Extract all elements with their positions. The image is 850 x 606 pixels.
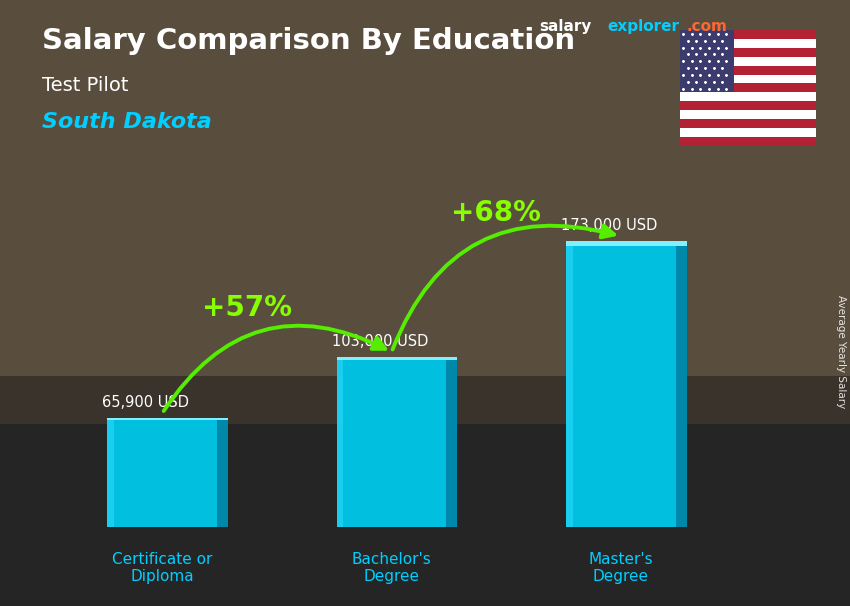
Polygon shape (337, 357, 446, 527)
Bar (680, 84, 816, 92)
Text: +68%: +68% (451, 199, 541, 227)
Bar (680, 128, 816, 136)
Bar (680, 65, 816, 75)
Polygon shape (217, 418, 228, 527)
Bar (680, 75, 816, 84)
Bar (680, 92, 816, 101)
Polygon shape (446, 357, 457, 527)
Bar (680, 57, 816, 65)
Polygon shape (337, 357, 343, 527)
Polygon shape (337, 357, 457, 360)
Text: 103,000 USD: 103,000 USD (332, 334, 428, 348)
Bar (680, 30, 816, 39)
Polygon shape (107, 418, 217, 527)
Text: salary: salary (540, 19, 592, 35)
Bar (680, 119, 816, 128)
Bar (680, 48, 816, 57)
Text: South Dakota: South Dakota (42, 112, 212, 132)
Text: .com: .com (687, 19, 728, 35)
Text: Average Yearly Salary: Average Yearly Salary (836, 295, 846, 408)
Bar (680, 101, 816, 110)
Bar (0, 0, 850, 424)
Polygon shape (676, 241, 687, 527)
Polygon shape (566, 241, 676, 527)
Polygon shape (107, 418, 228, 421)
Text: Certificate or
Diploma: Certificate or Diploma (112, 552, 212, 584)
Text: Salary Comparison By Education: Salary Comparison By Education (42, 27, 575, 55)
Text: explorer: explorer (608, 19, 680, 35)
Polygon shape (566, 241, 687, 247)
Bar (680, 110, 816, 119)
Polygon shape (566, 241, 573, 527)
Bar (680, 136, 816, 145)
Text: Test Pilot: Test Pilot (42, 76, 129, 95)
Text: Master's
Degree: Master's Degree (589, 552, 654, 584)
Bar (0, 376, 850, 606)
Bar (680, 39, 816, 48)
Bar (0, 0, 850, 376)
Bar (680, 30, 734, 92)
Polygon shape (107, 418, 114, 527)
Text: 173,000 USD: 173,000 USD (561, 218, 658, 233)
Text: +57%: +57% (202, 295, 292, 322)
Text: Bachelor's
Degree: Bachelor's Degree (352, 552, 432, 584)
Text: 65,900 USD: 65,900 USD (102, 395, 190, 410)
